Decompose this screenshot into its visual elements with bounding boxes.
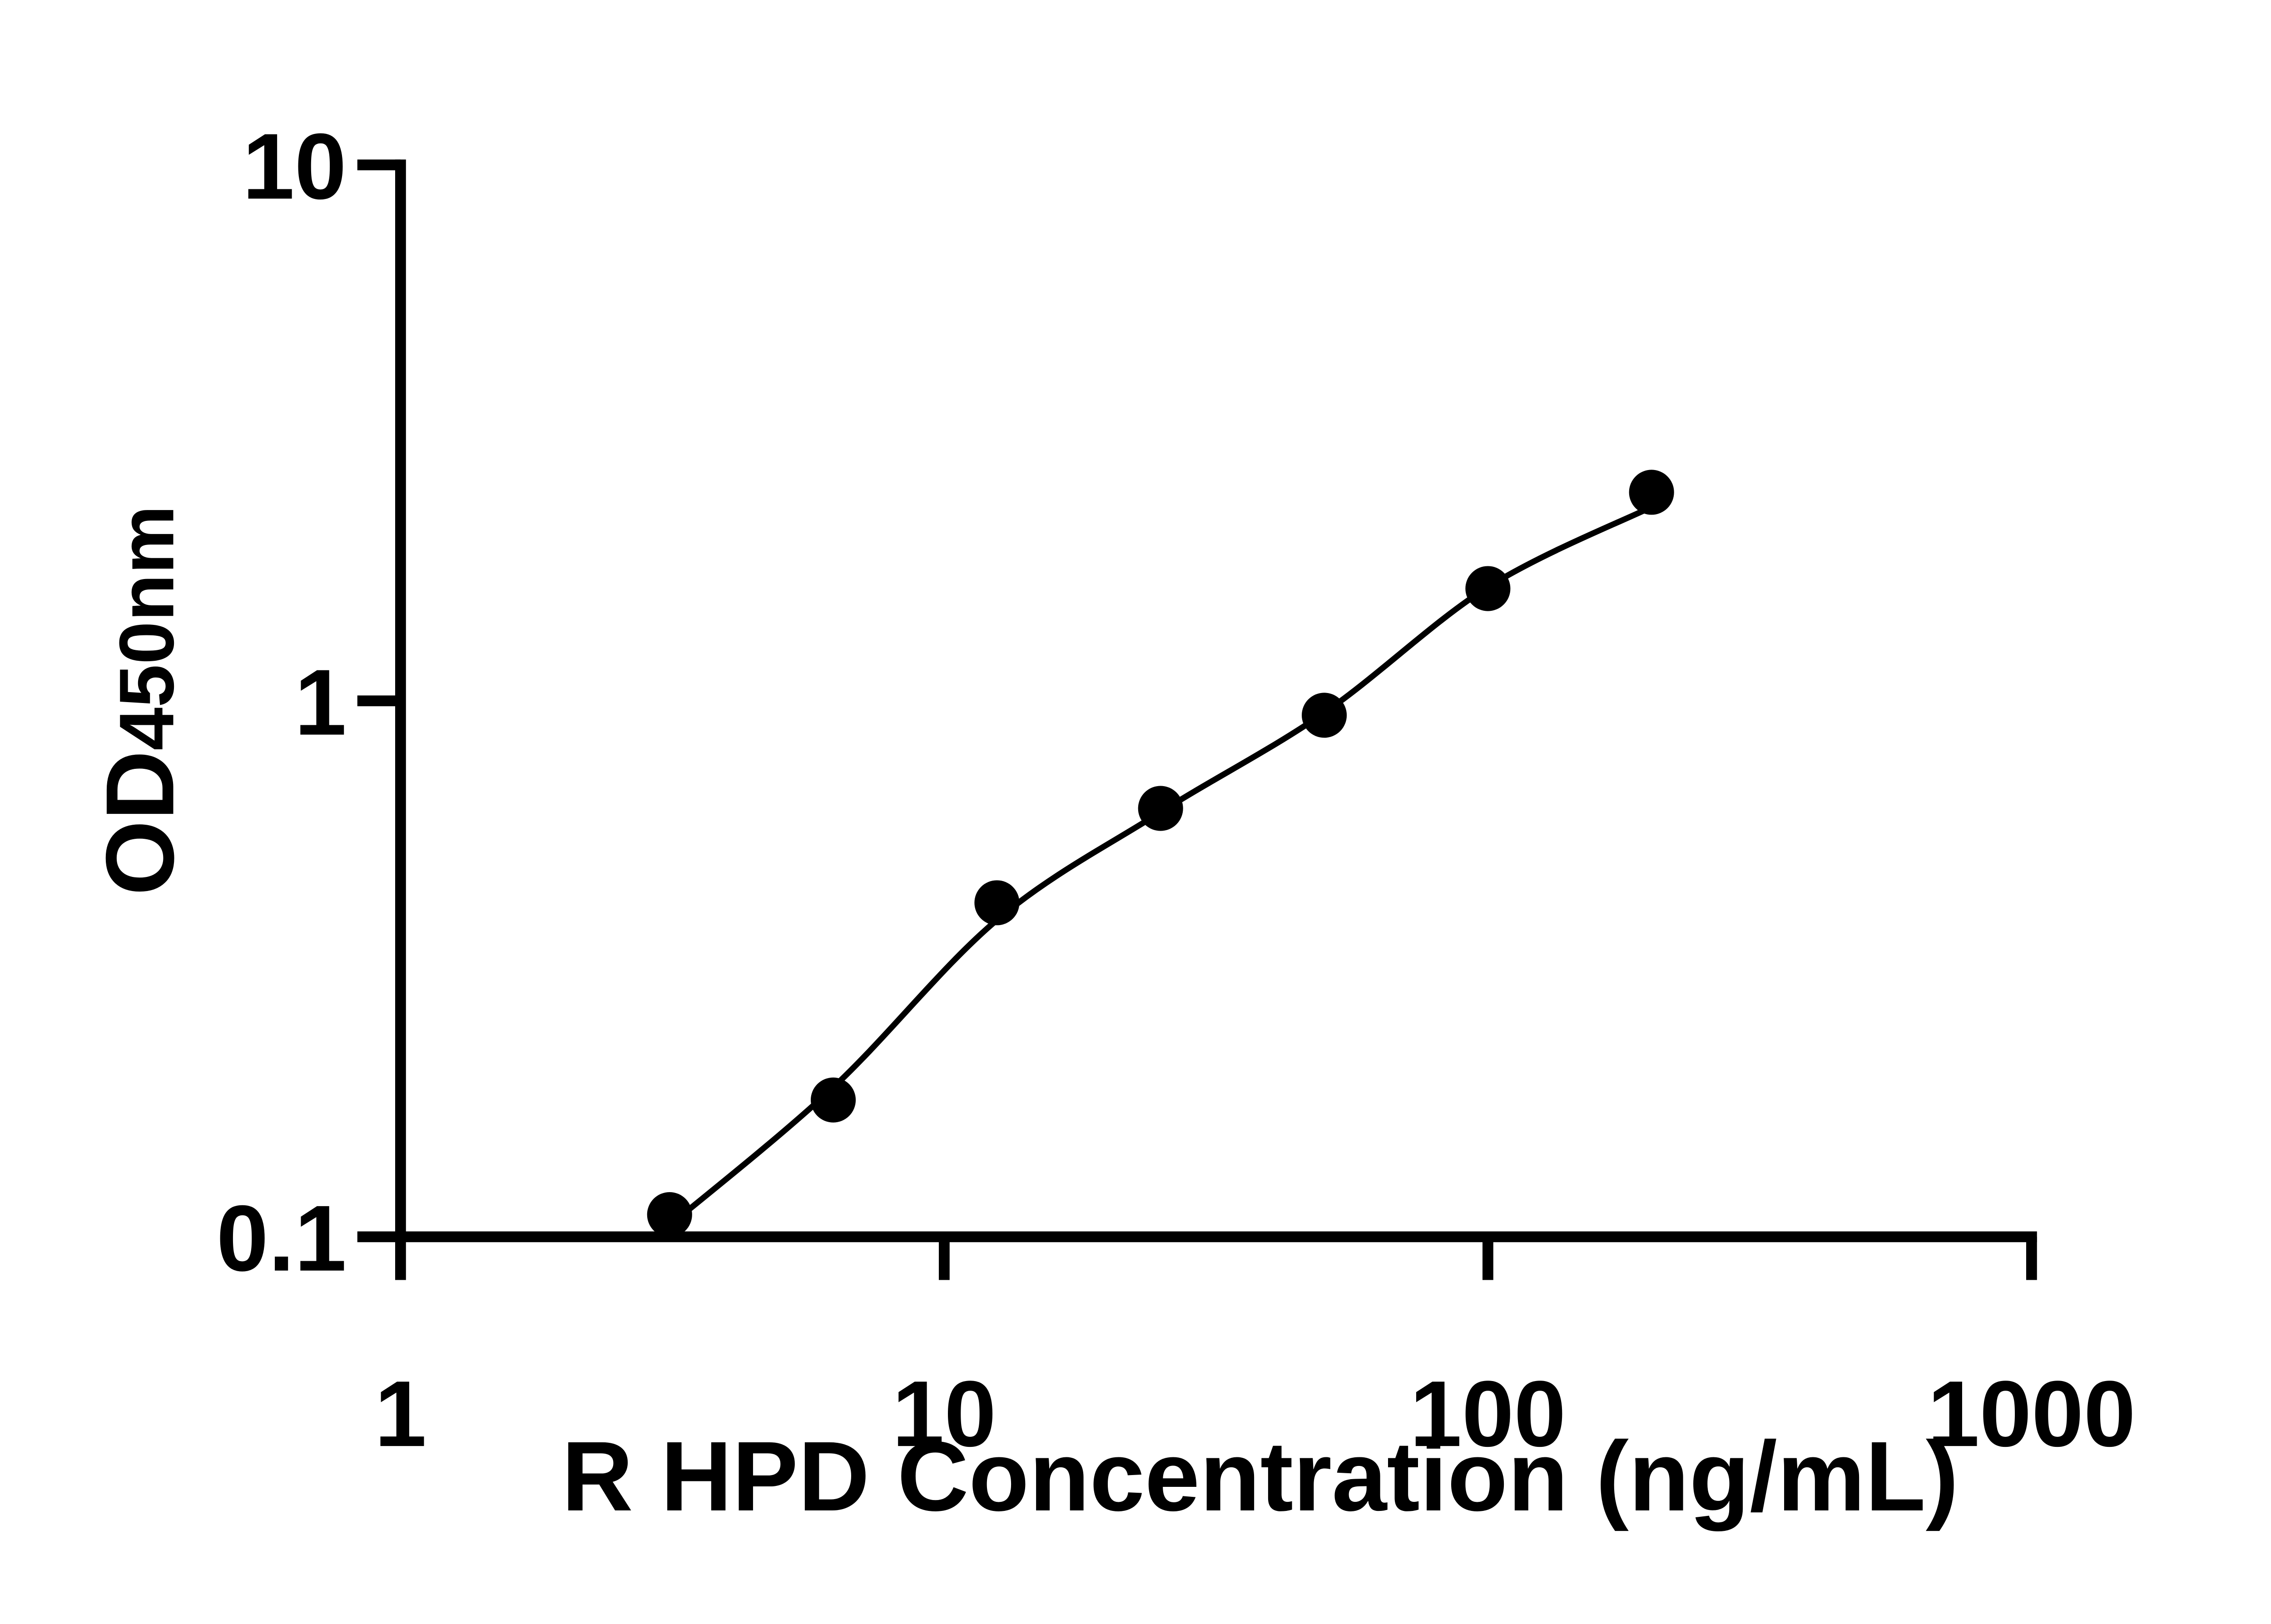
y-tick-label-1: 1 bbox=[294, 650, 347, 755]
x-tick-label-1000: 1000 bbox=[1928, 1361, 2136, 1466]
data-point-7 bbox=[1629, 470, 1674, 515]
axes-layer: 1 10 100 1000 0.1 1 10 bbox=[216, 114, 2136, 1466]
data-point-1 bbox=[647, 1192, 692, 1238]
plot-layer bbox=[647, 470, 1674, 1238]
y-axis-title-main: OD bbox=[86, 750, 194, 896]
data-point-6 bbox=[1465, 566, 1511, 611]
x-tick-label-1: 1 bbox=[375, 1361, 427, 1466]
data-point-5 bbox=[1302, 693, 1347, 738]
x-axis-title: R HPD Concentration (ng/mL) bbox=[562, 1421, 1959, 1532]
x-tick-label-10: 10 bbox=[892, 1361, 996, 1466]
chart-background bbox=[0, 7, 2271, 1617]
data-point-2 bbox=[810, 1077, 856, 1123]
data-point-3 bbox=[974, 880, 1020, 926]
data-point-4 bbox=[1138, 786, 1183, 831]
y-tick-label-10: 10 bbox=[243, 114, 347, 218]
y-tick-label-0.1: 0.1 bbox=[216, 1186, 347, 1291]
y-axis-title-sub: 450nm bbox=[104, 505, 190, 750]
y-axis-title: OD450nm bbox=[86, 505, 194, 896]
x-tick-label-100: 100 bbox=[1410, 1361, 1566, 1466]
